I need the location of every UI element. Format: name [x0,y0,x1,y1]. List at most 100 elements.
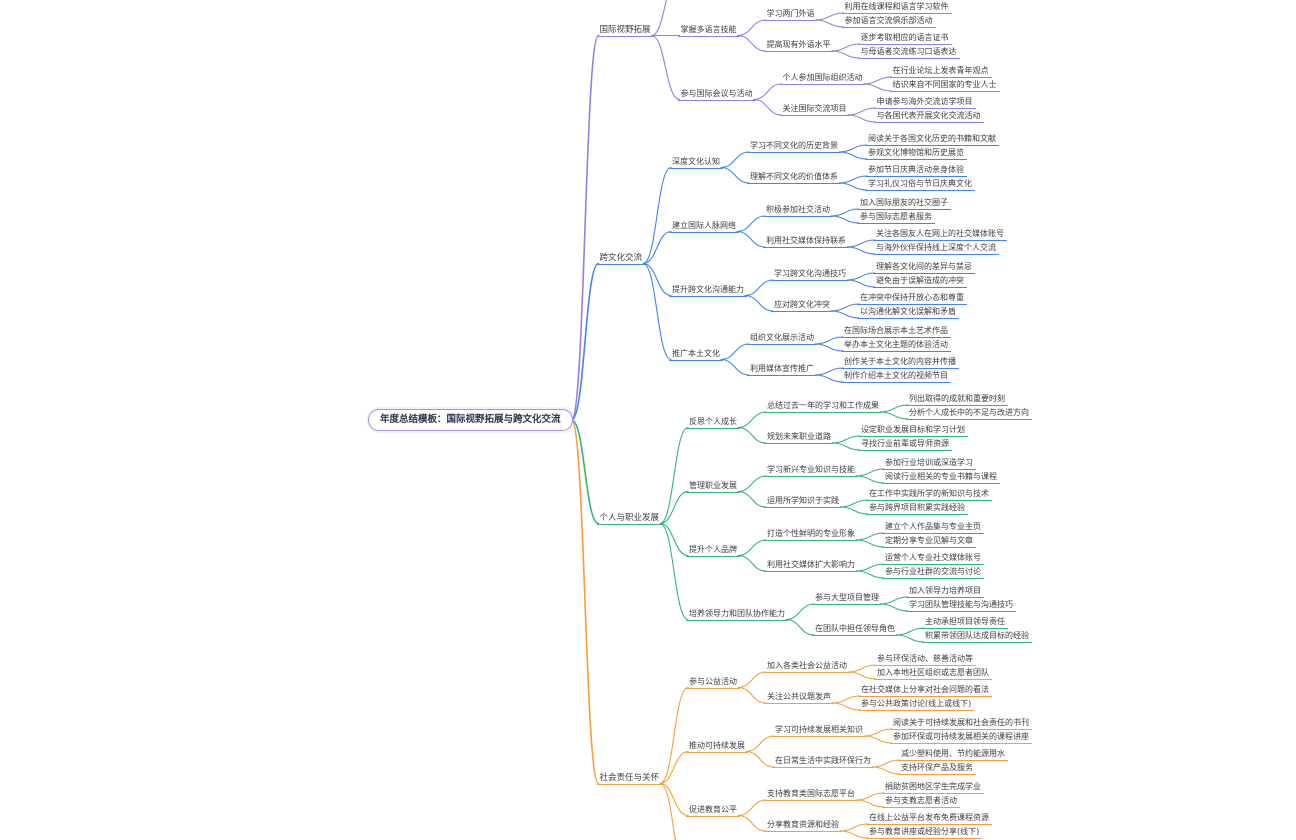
topic-node[interactable]: 提升跨文化沟通能力 [669,284,748,297]
topic-node[interactable]: 利用媒体宣传推广 [747,363,818,376]
topic-node[interactable]: 关注公共议题发声 [764,691,835,704]
topic-node[interactable]: 利用社交媒体保持联系 [763,235,850,248]
leaf-topic[interactable]: 理解各文化间的差异与禁忌 [873,261,976,274]
leaf-topic[interactable]: 加入领导力培养项目 [906,585,985,598]
leaf-topic[interactable]: 加入本地社区组织或志愿者团队 [874,667,993,680]
topic-node[interactable]: 运用所学知识于实践 [764,495,843,508]
topic-node[interactable]: 国际视野拓展 [596,24,654,37]
leaf-topic[interactable]: 以沟通化解文化误解和矛盾 [857,306,960,319]
leaf-topic[interactable]: 分析个人成长中的不足与改进方向 [906,407,1033,420]
leaf-topic[interactable]: 在冲突中保持开放心态和尊重 [857,292,968,305]
leaf-topic[interactable]: 与各国代表开展文化交流活动 [873,110,984,123]
leaf-topic[interactable]: 阅读行业相关的专业书籍与课程 [882,471,1001,484]
topic-node[interactable]: 深度文化认知 [669,156,724,169]
topic-node[interactable]: 培养领导力和团队协作能力 [686,608,789,621]
leaf-topic[interactable]: 参与环保活动、慈善活动等 [874,653,977,666]
leaf-topic[interactable]: 与海外伙伴保持线上深度个人交流 [873,242,1000,255]
leaf-topic[interactable]: 阅读关于各国文化历史的书籍和文献 [865,133,1000,146]
topic-node[interactable]: 跨文化交流 [596,252,646,265]
leaf-topic[interactable]: 减少塑料使用、节约能源用水 [898,748,1009,761]
leaf-topic[interactable]: 与母语者交流练习口语表达 [857,46,960,59]
branch: 在日常生活中实践环保行为 减少塑料使用、节约能源用水 支持环保产品及服务 [772,748,1032,775]
topic-node[interactable]: 总结过去一年的学习和工作成果 [764,400,883,413]
branch: 推动可持续发展 学习可持续发展相关知识 阅读关于可持续发展和社会责任的书刊 参加环保或… [686,717,1033,775]
leaf-topic[interactable]: 参与支教志愿者活动 [882,795,961,808]
topic-node[interactable]: 学习两门外语 [763,8,818,21]
leaf-topic[interactable]: 积累带领团队达成目标的经验 [922,630,1033,643]
topic-node[interactable]: 分享教育资源和经验 [764,819,843,832]
leaf-topic[interactable]: 运营个人专业社交媒体账号 [882,552,985,565]
leaf-topic[interactable]: 创作关于本土文化的内容并传播 [841,356,960,369]
topic-node[interactable]: 社会责任与关怀 [596,772,663,785]
leaf-topic[interactable]: 申请参与海外交流访学项目 [873,96,976,109]
topic-node[interactable]: 关注国际交流项目 [779,103,850,116]
leaf-topic[interactable]: 学习礼仪习俗与节日庆典文化 [865,178,976,191]
topic-node[interactable]: 提升个人品牌 [686,544,741,557]
topic-node[interactable]: 加入各类社会公益活动 [764,660,851,673]
topic-node[interactable]: 掌握多语言技能 [677,24,740,37]
topic-node[interactable]: 支持教育类国际志愿平台 [764,788,859,801]
topic-node[interactable]: 学习可持续发展相关知识 [772,724,867,737]
topic-node[interactable]: 打造个性鲜明的专业形象 [764,528,859,541]
topic-node[interactable]: 参与公益活动 [686,676,741,689]
mindmap-tree: 年度总结模板：国际视野拓展与跨文化交流 国际视野拓展 了解全球资讯关注国际新闻媒体定… [368,1,1033,839]
topic-node[interactable]: 推动可持续发展 [686,740,749,753]
leaf-topic[interactable]: 在工作中实践所学的新知识与技术 [866,488,993,501]
central-topic[interactable]: 年度总结模板：国际视野拓展与跨文化交流 [368,409,573,431]
leaf-topic[interactable]: 设定职业发展目标和学习计划 [858,424,969,437]
topic-node[interactable]: 在团队中担任领导角色 [812,623,899,636]
leaf-topic[interactable]: 结识来自不同国家的专业人士 [889,79,1000,92]
topic-node[interactable]: 参与大型项目管理 [812,592,883,605]
topic-node[interactable]: 规划未来职业道路 [764,431,835,444]
leaf-topic[interactable]: 参与跨界项目积累实践经验 [866,502,969,515]
leaf-topic[interactable]: 参与教育讲座或经验分享(线下) [866,826,983,839]
leaf-topic[interactable]: 捐助贫困地区学生完成学业 [882,781,985,794]
leaf-topic[interactable]: 关注各国友人在网上的社交媒体账号 [873,228,1008,241]
leaf-topic[interactable]: 列出取得的成就和重要时刻 [906,393,1009,406]
topic-node[interactable]: 管理职业发展 [686,480,741,493]
leaf-topic[interactable]: 支持环保产品及服务 [898,762,977,775]
leaf-topic[interactable]: 建立个人作品集与专业主页 [882,521,985,534]
topic-node[interactable]: 参与国际会议与活动 [677,88,756,101]
leaf-topic[interactable]: 参加环保或可持续发展相关的课程讲座 [890,731,1033,744]
leaf-topic[interactable]: 加入国际朋友的社交圈子 [857,197,952,210]
topic-node[interactable]: 反思个人成长 [686,416,741,429]
topic-node[interactable]: 个人参加国际组织活动 [779,72,866,85]
leaf-topic[interactable]: 逐步考取相应的语言证书 [857,32,952,45]
topic-node[interactable]: 理解不同文化的价值体系 [747,171,842,184]
topic-node[interactable]: 应对跨文化冲突 [771,299,834,312]
leaf-topic[interactable]: 制作介绍本土文化的视频节目 [841,370,952,383]
leaf-topic[interactable]: 举办本土文化主题的体验活动 [841,339,952,352]
topic-node[interactable]: 推广本土文化 [669,348,724,361]
leaf-topic[interactable]: 参与行业社群的交流与讨论 [882,566,985,579]
leaf-topic[interactable]: 参与公共政策讨论(线上或线下) [858,698,975,711]
leaf-topic[interactable]: 定期分享专业见解与文章 [882,535,977,548]
topic-node[interactable]: 学习不同文化的历史背景 [747,140,842,153]
leaf-topic[interactable]: 参与国际志愿者服务 [857,211,936,224]
topic-node[interactable]: 促进教育公平 [686,804,741,817]
leaf-topic[interactable]: 阅读关于可持续发展和社会责任的书刊 [890,717,1033,730]
topic-node[interactable]: 在日常生活中实践环保行为 [772,755,875,768]
leaf-topic[interactable]: 学习团队管理技能与沟通技巧 [906,599,1017,612]
topic-node[interactable]: 建立国际人脉网络 [669,220,740,233]
leaf-topic[interactable]: 在线上公益平台发布免费课程资源 [866,812,993,825]
leaf-topic[interactable]: 参加节日庆典活动亲身体验 [865,164,968,177]
leaf-topic[interactable]: 寻找行业前辈或导师资源 [858,438,953,451]
topic-node[interactable]: 积极参加社交活动 [763,204,834,217]
leaf-topic[interactable]: 参观文化博物馆和历史展览 [865,147,968,160]
topic-node[interactable]: 学习新兴专业知识与技能 [764,464,859,477]
leaf-topic[interactable]: 参加行业培训或深造学习 [882,457,977,470]
branch: 举办本土文化主题的体验活动 [841,339,952,352]
topic-node[interactable]: 学习跨文化沟通技巧 [771,268,850,281]
topic-node[interactable]: 组织文化展示活动 [747,332,818,345]
leaf-topic[interactable]: 避免由于误解造成的冲突 [873,275,968,288]
leaf-topic[interactable]: 在行业论坛上发表青年观点 [889,65,992,78]
topic-node[interactable]: 提高现有外语水平 [763,39,834,52]
topic-node[interactable]: 个人与职业发展 [596,512,663,525]
leaf-topic[interactable]: 在国际场合展示本土艺术作品 [841,325,952,338]
leaf-topic[interactable]: 参加语言交流俱乐部活动 [841,15,936,28]
leaf-topic[interactable]: 主动承担项目领导责任 [922,616,1009,629]
leaf-topic[interactable]: 利用在线课程和语言学习软件 [841,1,952,14]
topic-node[interactable]: 利用社交媒体扩大影响力 [764,559,859,572]
leaf-topic[interactable]: 在社交媒体上分享对社会问题的看法 [858,684,993,697]
